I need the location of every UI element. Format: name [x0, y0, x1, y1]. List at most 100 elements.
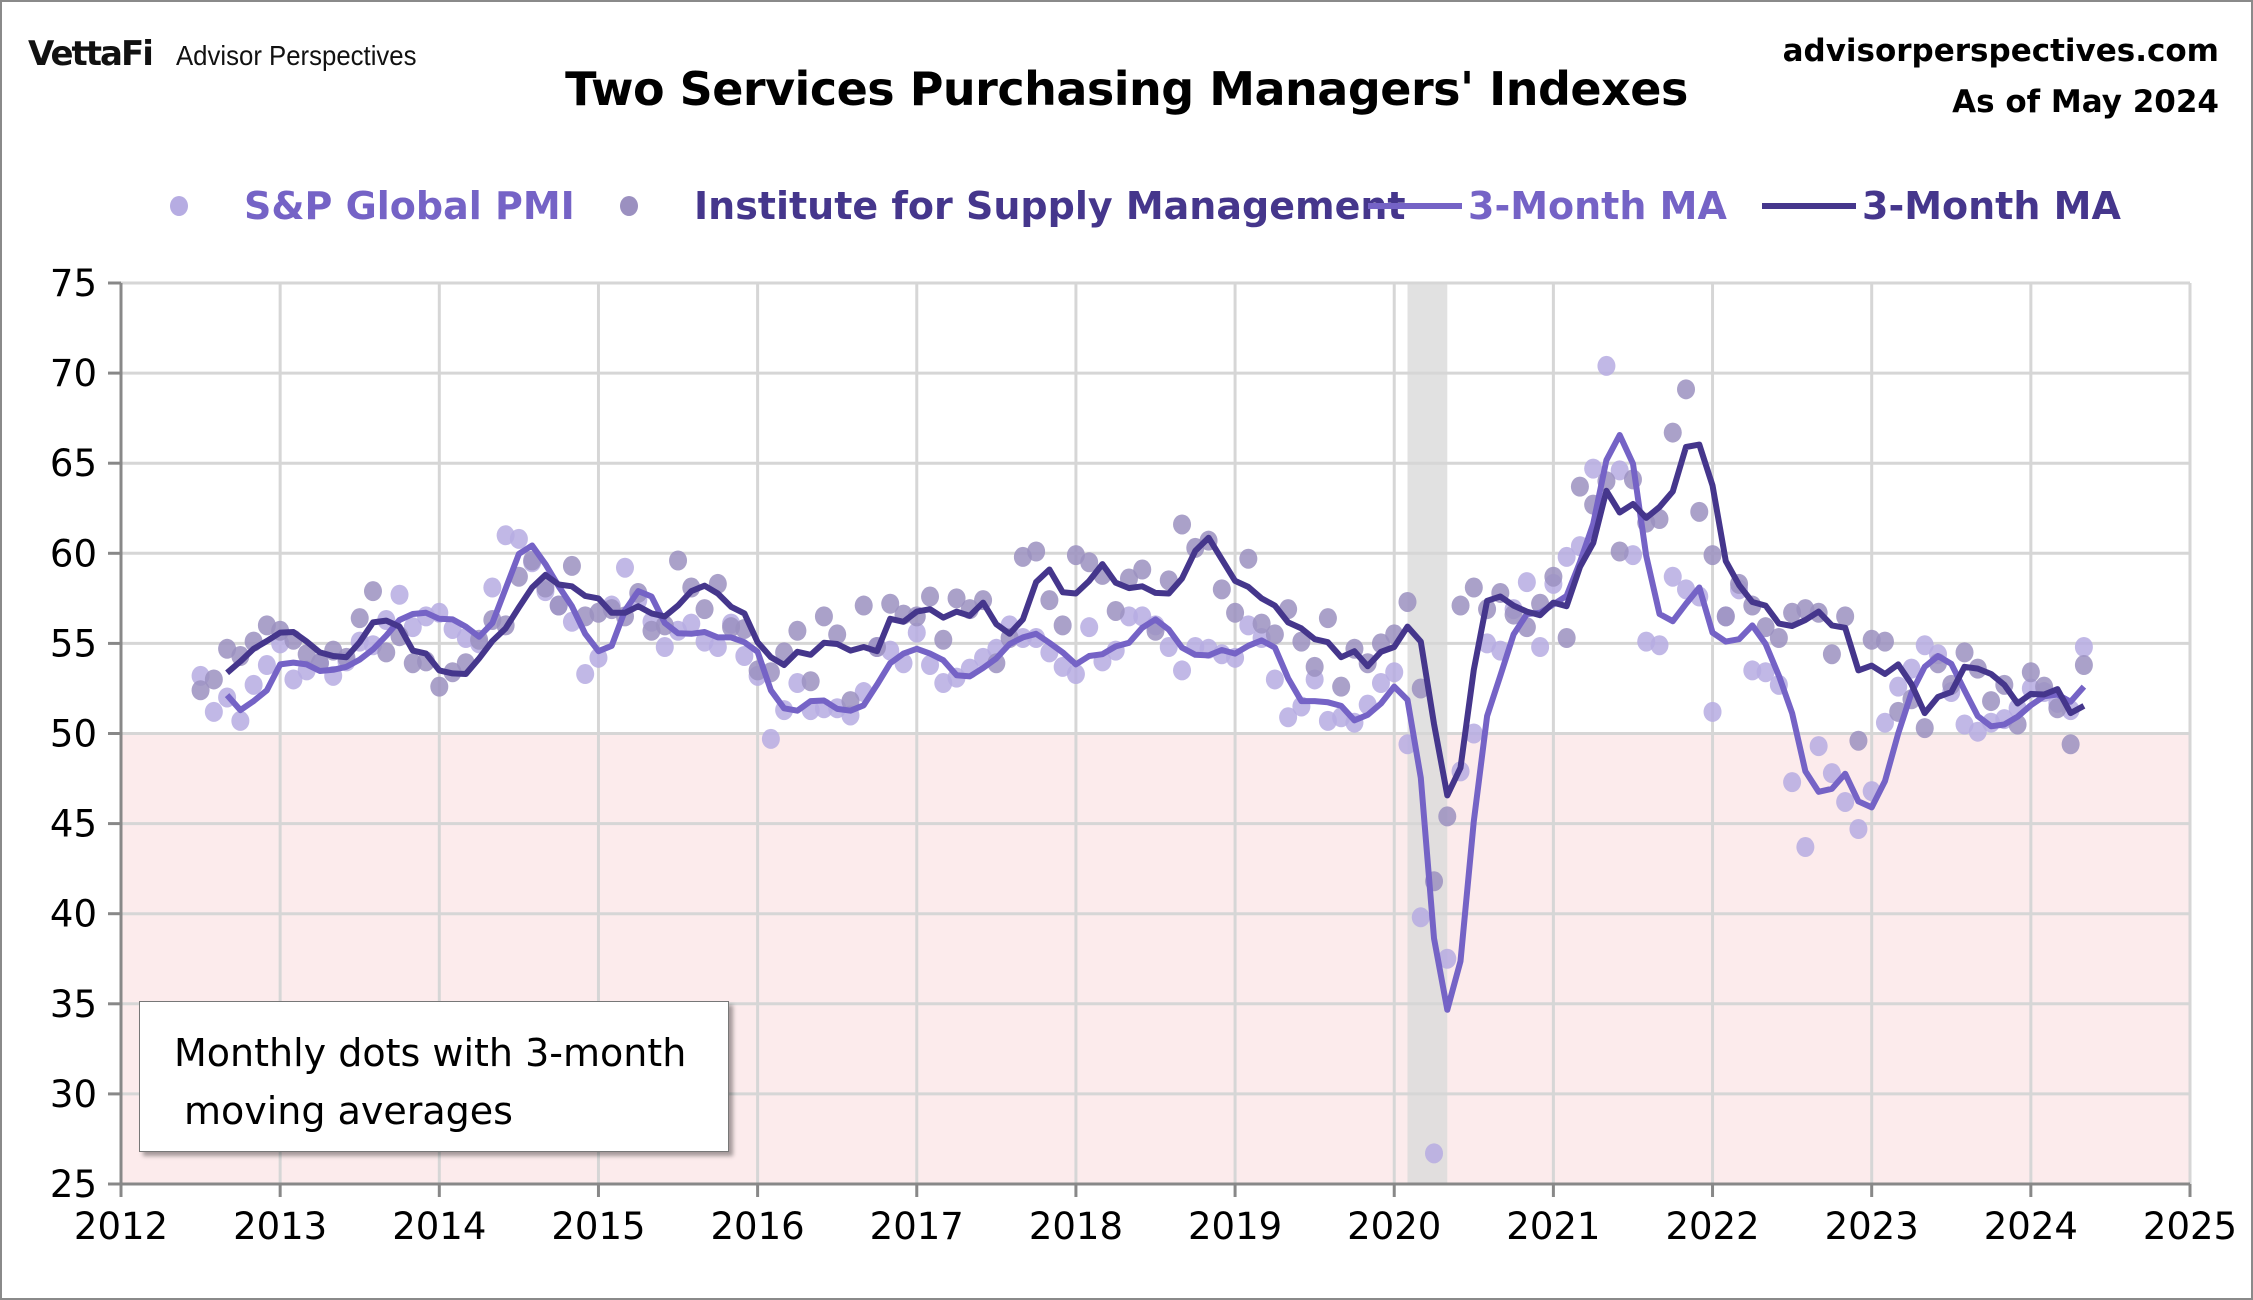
data-point: [761, 728, 780, 749]
vettafi-logo: VettaFi Advisor Perspectives: [28, 34, 437, 74]
data-point: [377, 642, 396, 663]
data-point: [1716, 606, 1735, 627]
data-point: [403, 617, 422, 638]
data-point: [1438, 806, 1457, 827]
data-point: [1305, 656, 1324, 677]
data-point: [788, 673, 807, 694]
legend-dot-icon: [170, 196, 188, 216]
data-point: [1544, 566, 1563, 587]
data-point: [1265, 624, 1284, 645]
data-point: [1915, 718, 1934, 739]
legend-item-ism-dots: Institute for Supply Management: [620, 184, 1406, 228]
data-point: [1517, 572, 1536, 593]
data-point: [191, 680, 210, 701]
data-point: [907, 622, 926, 643]
data-point: [1809, 736, 1828, 757]
data-point: [390, 584, 409, 605]
data-point: [1332, 676, 1351, 697]
y-tick-label: 25: [50, 1163, 97, 1206]
y-tick-label: 60: [50, 532, 97, 575]
x-tick-label: 2017: [870, 1205, 964, 1248]
data-point: [1040, 590, 1059, 611]
y-tick-label: 50: [50, 713, 97, 756]
data-point: [2074, 655, 2093, 676]
data-point: [921, 655, 940, 676]
data-point: [244, 674, 263, 695]
data-point: [881, 593, 900, 614]
data-point: [430, 676, 449, 697]
data-point: [682, 613, 701, 634]
data-point: [1756, 617, 1775, 638]
data-point: [615, 557, 634, 578]
data-point: [1080, 552, 1099, 573]
data-point: [1318, 608, 1337, 629]
data-point: [1133, 606, 1152, 627]
annotation-line-1: Monthly dots with 3-month: [174, 1031, 687, 1075]
data-point: [655, 637, 674, 658]
data-point: [934, 629, 953, 650]
data-point: [1610, 460, 1629, 481]
x-tick-label: 2012: [74, 1205, 168, 1248]
data-point: [257, 655, 276, 676]
y-tick-label: 35: [50, 983, 97, 1026]
data-point: [2021, 662, 2040, 683]
data-point: [1027, 541, 1046, 562]
x-tick-label: 2020: [1347, 1205, 1441, 1248]
data-point: [1080, 617, 1099, 638]
data-point: [1849, 730, 1868, 751]
data-point: [1106, 600, 1125, 621]
data-point: [562, 555, 581, 576]
legend-label: S&P Global PMI: [244, 184, 575, 228]
legend-label: 3-Month MA: [1468, 184, 1727, 228]
data-point: [1889, 676, 1908, 697]
data-point: [1159, 637, 1178, 658]
data-point: [695, 599, 714, 620]
y-tick-label: 70: [50, 352, 97, 395]
data-point: [1982, 691, 2001, 712]
data-point: [1438, 948, 1457, 969]
data-point: [483, 577, 502, 598]
data-point: [1703, 545, 1722, 566]
data-point: [1292, 631, 1311, 652]
data-point: [1252, 613, 1271, 634]
data-point: [814, 606, 833, 627]
data-point: [1133, 559, 1152, 580]
data-point: [708, 637, 727, 658]
y-tick-label: 55: [50, 622, 97, 665]
x-tick-label: 2022: [1665, 1205, 1759, 1248]
data-point: [204, 669, 223, 690]
data-point: [1968, 721, 1987, 742]
data-point: [1557, 546, 1576, 567]
data-point: [801, 671, 820, 692]
data-point: [1822, 644, 1841, 665]
data-point: [1425, 1143, 1444, 1164]
y-tick-label: 40: [50, 893, 97, 936]
data-point: [284, 669, 303, 690]
x-tick-label: 2013: [233, 1205, 327, 1248]
data-point: [788, 620, 807, 641]
legend-dot-icon: [620, 196, 638, 216]
data-point: [1398, 591, 1417, 612]
legend-label: Institute for Supply Management: [694, 184, 1406, 228]
data-point: [1875, 631, 1894, 652]
data-point: [350, 608, 369, 629]
data-point: [828, 624, 847, 645]
source-block: advisorperspectives.com As of May 2024: [1783, 26, 2219, 128]
x-tick-label: 2023: [1825, 1205, 1919, 1248]
data-point: [1690, 501, 1709, 522]
data-point: [576, 664, 595, 685]
data-point: [1239, 615, 1258, 636]
data-point: [921, 586, 940, 607]
data-point: [2074, 637, 2093, 658]
data-point: [722, 617, 741, 638]
data-point: [297, 644, 316, 665]
data-point: [1822, 763, 1841, 784]
y-tick-label: 65: [50, 442, 97, 485]
y-tick-label: 30: [50, 1073, 97, 1116]
data-point: [854, 595, 873, 616]
data-point: [1464, 723, 1483, 744]
legend-item-sp-ma: 3-Month MA: [1368, 184, 1727, 228]
data-point: [1849, 819, 1868, 840]
x-tick-label: 2014: [392, 1205, 486, 1248]
